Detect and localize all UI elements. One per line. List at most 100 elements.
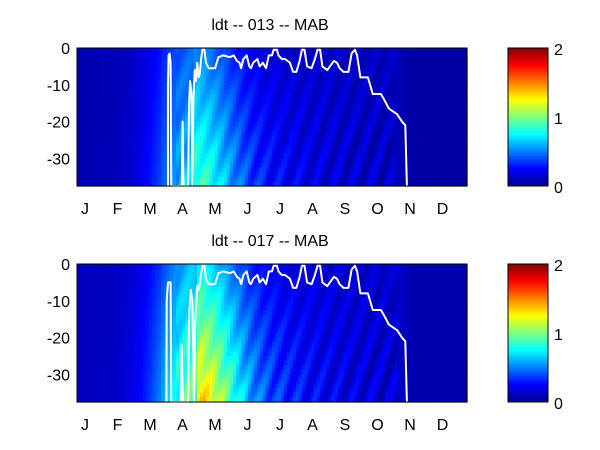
heatmap-cell (242, 167, 246, 173)
heatmap-cell (173, 282, 177, 288)
heatmap-cell (83, 374, 87, 380)
heatmap-cell (269, 153, 273, 159)
x-tick-label: J (276, 201, 284, 218)
heatmap-cell (422, 89, 426, 95)
heatmap-cell (242, 103, 246, 109)
heatmap-cell (143, 342, 147, 348)
heatmap-cell (140, 328, 144, 334)
heatmap-cell (323, 61, 327, 67)
heatmap-cell (176, 356, 180, 362)
heatmap-cell (455, 158, 459, 164)
heatmap-cell (299, 135, 303, 141)
heatmap-cell (89, 167, 93, 173)
heatmap-cell (80, 379, 84, 385)
heatmap-cell (344, 130, 348, 136)
heatmap-cell (350, 117, 354, 123)
heatmap-cell (119, 98, 123, 104)
heatmap-cell (161, 135, 165, 141)
heatmap-cell (107, 135, 111, 141)
heatmap-cell (113, 71, 117, 77)
heatmap-cell (116, 163, 120, 169)
heatmap-cell (302, 121, 306, 127)
heatmap-cell (122, 167, 126, 173)
heatmap-cell (152, 98, 156, 104)
heatmap-cell (164, 80, 168, 86)
heatmap-cell (131, 342, 135, 348)
heatmap-cell (248, 130, 252, 136)
heatmap-cell (86, 98, 90, 104)
heatmap-cell (371, 167, 375, 173)
heatmap-cell (206, 66, 210, 72)
heatmap-cell (134, 163, 138, 169)
heatmap-cell (101, 351, 105, 357)
heatmap-cell (137, 337, 141, 343)
y-tick-label: 0 (61, 41, 70, 58)
heatmap-cell (122, 296, 126, 302)
heatmap-cell (332, 66, 336, 72)
heatmap-cell (227, 167, 231, 173)
heatmap-cell (152, 163, 156, 169)
heatmap-cell (419, 176, 423, 182)
heatmap-cell (449, 176, 453, 182)
heatmap-cell (296, 75, 300, 81)
heatmap-cell (317, 75, 321, 81)
heatmap-cell (194, 121, 198, 127)
heatmap-cell (434, 153, 438, 159)
heatmap-cell (155, 346, 159, 352)
heatmap-cell (122, 61, 126, 67)
heatmap-cell (245, 112, 249, 118)
heatmap-cell (95, 61, 99, 67)
heatmap-cell (131, 130, 135, 136)
heatmap-cell (125, 98, 129, 104)
heatmap-cell (173, 153, 177, 159)
heatmap-cell (209, 61, 213, 67)
heatmap-cell (134, 273, 138, 279)
x-tick-label: A (177, 201, 188, 218)
heatmap-cell (173, 319, 177, 325)
heatmap-cell (158, 346, 162, 352)
heatmap-cell (224, 75, 228, 81)
heatmap-cell (188, 158, 192, 164)
heatmap-cell (209, 57, 213, 63)
heatmap-cell (440, 98, 444, 104)
heatmap-cell (137, 80, 141, 86)
heatmap-cell (335, 80, 339, 86)
heatmap-cell (113, 305, 117, 311)
heatmap-cell (458, 84, 462, 90)
heatmap-cell (128, 305, 132, 311)
heatmap-cell (269, 103, 273, 109)
heatmap-cell (92, 94, 96, 100)
heatmap-cell (287, 163, 291, 169)
heatmap-cell (365, 89, 369, 95)
heatmap-cell (224, 130, 228, 136)
heatmap-cell (152, 153, 156, 159)
heatmap-cell (149, 310, 153, 316)
heatmap-cell (101, 282, 105, 288)
heatmap-cell (266, 163, 270, 169)
heatmap-cell (437, 71, 441, 77)
heatmap-cell (152, 342, 156, 348)
heatmap-cell (122, 117, 126, 123)
heatmap-cell (122, 310, 126, 316)
heatmap-cell (107, 300, 111, 306)
heatmap-cell (344, 117, 348, 123)
heatmap-cell (395, 71, 399, 77)
heatmap-cell (338, 130, 342, 136)
heatmap-cell (383, 167, 387, 173)
heatmap-cell (392, 89, 396, 95)
heatmap-cell (341, 130, 345, 136)
heatmap-cell (302, 89, 306, 95)
heatmap-cell (461, 75, 465, 81)
heatmap-cell (206, 117, 210, 123)
heatmap-cell (104, 328, 108, 334)
heatmap-cell (347, 163, 351, 169)
heatmap-cell (269, 172, 273, 178)
heatmap-cell (89, 291, 93, 297)
heatmap-cell (251, 158, 255, 164)
heatmap-cell (137, 323, 141, 329)
heatmap-cell (449, 181, 453, 187)
heatmap-cell (353, 75, 357, 81)
heatmap-cell (371, 176, 375, 182)
heatmap-cell (341, 103, 345, 109)
heatmap-cell (197, 121, 201, 127)
